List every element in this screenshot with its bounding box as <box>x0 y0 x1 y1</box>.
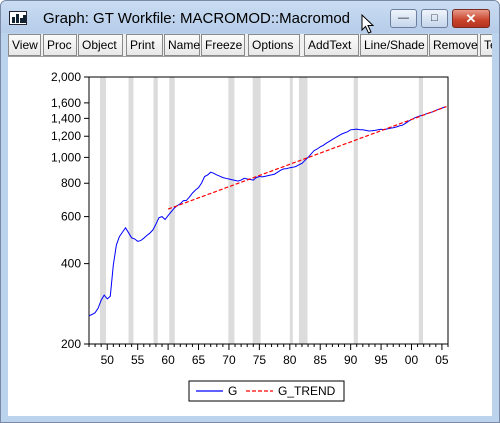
maximize-button[interactable]: □ <box>421 9 448 28</box>
graph-toolbar: View Proc Object Print Name Freeze Optio… <box>8 34 492 56</box>
graph-area: 200 400 600 800 1,000 1,200 1,400 1,600 2,000 50… <box>8 56 492 416</box>
window-title: Graph: GT Workfile: MACROMOD::Macromod <box>43 10 351 27</box>
name-button[interactable]: Name <box>164 34 200 56</box>
legend-label-g: G <box>228 384 237 398</box>
recession-band <box>298 77 308 344</box>
mouse-cursor-icon <box>361 14 375 34</box>
options-button[interactable]: Options <box>248 34 300 56</box>
y-tick-label: 2,000 <box>51 70 81 84</box>
title-bar[interactable]: Graph: GT Workfile: MACROMOD::Macromod —… <box>1 1 499 33</box>
addtext-button[interactable]: AddText <box>304 34 359 56</box>
series-line-g-trend <box>167 106 447 210</box>
x-tick-label: 65 <box>192 353 206 367</box>
recession-band <box>289 77 293 344</box>
x-tick-label: 80 <box>283 353 297 367</box>
plot-frame <box>88 76 449 345</box>
line-shade-button[interactable]: Line/Shade <box>360 34 428 56</box>
x-tick-label: 90 <box>344 353 358 367</box>
print-button[interactable]: Print <box>126 34 163 56</box>
x-tick-label: 50 <box>101 353 115 367</box>
legend-label-g-trend: G_TREND <box>278 384 336 398</box>
graph-app-icon <box>9 11 27 25</box>
x-tick-label: 00 <box>405 353 419 367</box>
text-button[interactable]: Te <box>480 34 492 56</box>
object-button[interactable]: Object <box>78 34 123 56</box>
x-tick-label: 85 <box>314 353 328 367</box>
recession-band <box>99 77 107 344</box>
minimize-button[interactable]: — <box>390 9 417 28</box>
recession-band <box>153 77 158 344</box>
x-tick-label: 70 <box>222 353 236 367</box>
x-tick-label: 95 <box>374 353 388 367</box>
x-axis: 50 55 60 65 70 75 80 85 90 95 00 05 <box>88 344 449 367</box>
view-button[interactable]: View <box>8 34 41 56</box>
y-tick-label: 1,000 <box>51 150 81 164</box>
close-button[interactable]: ✕ <box>452 9 490 28</box>
x-tick-label: 75 <box>253 353 267 367</box>
y-tick-label: 200 <box>61 337 81 351</box>
x-tick-label: 60 <box>161 353 175 367</box>
proc-button[interactable]: Proc <box>43 34 77 56</box>
y-tick-label: 400 <box>61 257 81 271</box>
y-tick-label: 800 <box>61 176 81 190</box>
x-tick-label: 55 <box>131 353 145 367</box>
recession-band <box>353 77 358 344</box>
recession-band <box>128 77 134 344</box>
y-tick-label: 1,400 <box>51 111 81 125</box>
x-tick-label: 05 <box>435 353 449 367</box>
legend: G G_TREND <box>188 380 345 402</box>
y-tick-label: 1,600 <box>51 96 81 110</box>
recession-band <box>252 77 261 344</box>
y-tick-label: 1,200 <box>51 129 81 143</box>
recession-band <box>418 77 424 344</box>
recession-band <box>228 77 235 344</box>
recession-shading <box>99 77 424 344</box>
freeze-button[interactable]: Freeze <box>201 34 245 56</box>
y-tick-label: 600 <box>61 210 81 224</box>
series-line-g <box>88 106 446 317</box>
remove-button[interactable]: Remove <box>429 34 478 56</box>
